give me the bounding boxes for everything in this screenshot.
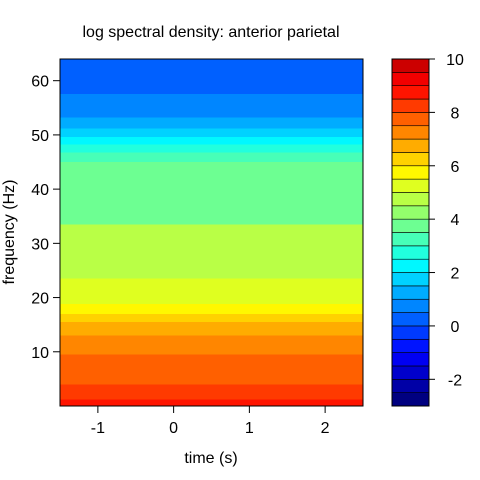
- colorbar-tick-label-2: 2: [451, 266, 460, 283]
- colorbar-level-21: [391, 112, 430, 127]
- y-tick-label-4: 50: [31, 128, 49, 145]
- x-tick-label-2: 1: [245, 420, 254, 437]
- contour-band-3: [60, 335, 363, 355]
- contour-band-0: [60, 399, 363, 406]
- contour-band-4: [60, 321, 363, 336]
- contour-band-16: [60, 59, 363, 95]
- colorbar-level-19: [391, 138, 430, 153]
- x-tick-label-0: -1: [91, 420, 105, 437]
- colorbar-level-9: [391, 272, 430, 287]
- colorbar-tick-label-4: 6: [451, 159, 460, 176]
- contour-band-13: [60, 128, 363, 138]
- y-tick-label-2: 30: [31, 236, 49, 253]
- colorbar-level-2: [391, 365, 430, 380]
- y-axis-label: frequency (Hz): [1, 180, 18, 285]
- contour-band-11: [60, 144, 363, 153]
- contour-band-7: [60, 278, 363, 305]
- colorbar-level-17: [391, 165, 430, 180]
- colorbar-tick-label-6: 10: [446, 52, 464, 69]
- colorbar-frame: [391, 58, 430, 407]
- contour-band-10: [60, 152, 363, 163]
- colorbar-level-0: [391, 392, 430, 407]
- chart-title: log spectral density: anterior parietal: [82, 24, 339, 41]
- colorbar: [391, 58, 430, 407]
- colorbar-level-16: [391, 178, 430, 193]
- x-axis-label: time (s): [184, 450, 237, 467]
- contour-band-8: [60, 224, 363, 279]
- contour-band-15: [60, 94, 363, 118]
- plot-area: [60, 59, 363, 406]
- colorbar-level-6: [391, 312, 430, 327]
- colorbar-level-5: [391, 325, 430, 340]
- y-tick-label-3: 40: [31, 182, 49, 199]
- colorbar-level-1: [391, 379, 430, 393]
- colorbar-level-14: [391, 205, 430, 220]
- colorbar-tick-label-0: -2: [448, 372, 462, 389]
- contour-band-1: [60, 384, 363, 400]
- colorbar-axis: -2 0 2 4 6 8 10: [429, 52, 464, 389]
- colorbar-level-20: [391, 125, 430, 140]
- colorbar-level-13: [391, 218, 430, 233]
- y-axis: 10 20 30 40 50 60: [31, 74, 60, 362]
- colorbar-level-10: [391, 258, 430, 273]
- y-tick-label-1: 20: [31, 291, 49, 308]
- colorbar-level-11: [391, 245, 430, 260]
- x-tick-label-1: 0: [169, 420, 178, 437]
- colorbar-level-12: [391, 232, 430, 247]
- contour-band-14: [60, 117, 363, 129]
- colorbar-level-7: [391, 298, 430, 313]
- x-tick-label-3: 2: [321, 420, 330, 437]
- y-tick-label-0: 10: [31, 345, 49, 362]
- contour-band-5: [60, 313, 363, 322]
- colorbar-level-18: [391, 152, 430, 167]
- x-axis: -1 0 1 2: [91, 406, 330, 437]
- plot-frame: [59, 58, 364, 407]
- colorbar-tick-label-5: 8: [451, 105, 460, 122]
- colorbar-tick-label-1: 0: [451, 319, 460, 336]
- contour-band-6: [60, 304, 363, 314]
- colorbar-tick-label-3: 4: [451, 212, 460, 229]
- contour-band-9: [60, 162, 363, 225]
- colorbar-level-3: [391, 352, 430, 367]
- contour-band-2: [60, 354, 363, 385]
- colorbar-level-25: [391, 58, 430, 73]
- colorbar-level-8: [391, 285, 430, 300]
- y-tick-label-5: 60: [31, 74, 49, 91]
- contour-band-12: [60, 137, 363, 145]
- colorbar-level-22: [391, 98, 430, 113]
- colorbar-level-23: [391, 85, 430, 100]
- colorbar-level-15: [391, 192, 430, 207]
- colorbar-level-24: [391, 72, 430, 86]
- colorbar-level-4: [391, 338, 430, 353]
